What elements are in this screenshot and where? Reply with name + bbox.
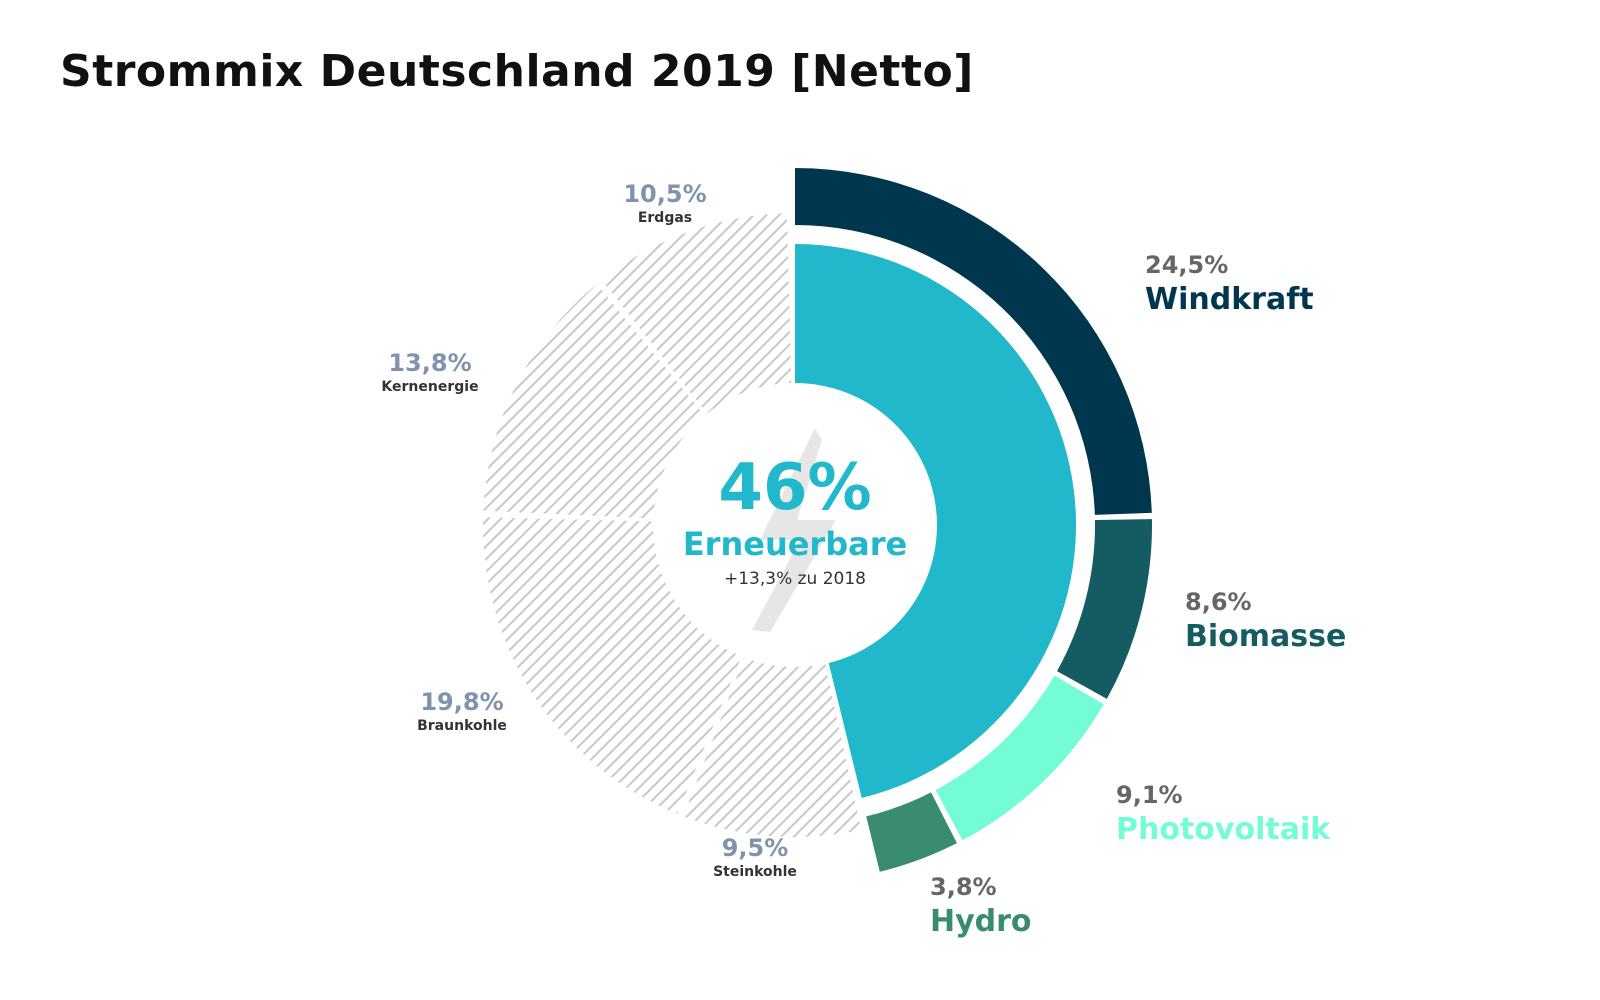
erdgas-value: 10,5% <box>623 180 707 208</box>
label-braunkohle: 19,8% Braunkohle <box>392 688 532 736</box>
slice-windkraft <box>795 168 1152 515</box>
label-steinkohle: 9,5% Steinkohle <box>685 834 825 882</box>
braunkohle-value: 19,8% <box>420 688 504 716</box>
photovoltaik-name: Photovoltaik <box>1116 812 1331 847</box>
lightning-bolt-icon <box>752 428 836 632</box>
hydro-name: Hydro <box>930 904 1032 939</box>
label-biomasse: 8,6% Biomasse <box>1185 587 1346 657</box>
braunkohle-name: Braunkohle <box>417 718 507 734</box>
windkraft-value: 24,5% <box>1145 251 1229 279</box>
label-hydro: 3,8% Hydro <box>930 872 1032 942</box>
steinkohle-value: 9,5% <box>721 834 789 862</box>
slice-kernenergie <box>483 284 705 519</box>
slice-hydro <box>866 792 957 872</box>
hydro-value: 3,8% <box>930 873 997 901</box>
biomasse-value: 8,6% <box>1185 588 1252 616</box>
renewable-change-note: +13,3% zu 2018 <box>723 569 867 589</box>
biomasse-name: Biomasse <box>1185 619 1347 654</box>
label-erdgas: 10,5% Erdgas <box>605 180 725 228</box>
kernenergie-value: 13,8% <box>388 349 472 377</box>
renewable-total-value: 46% <box>718 451 872 525</box>
erdgas-name: Erdgas <box>637 210 693 226</box>
slice-photovoltaik <box>935 675 1104 841</box>
center-summary: 46% Erneuerbare +13,3% zu 2018 <box>635 452 955 594</box>
renewable-total-label: Erneuerbare <box>682 525 908 563</box>
slice-steinkohle <box>683 657 862 837</box>
label-windkraft: 24,5% Windkraft <box>1145 250 1314 320</box>
windkraft-name: Windkraft <box>1145 282 1314 317</box>
kernenergie-name: Kernenergie <box>381 379 479 395</box>
slice-braunkohle <box>482 517 742 814</box>
slice-erneuerbare <box>795 244 1077 798</box>
chart-title: Strommix Deutschland 2019 [Netto] <box>60 46 974 97</box>
label-kernenergie: 13,8% Kernenergie <box>360 349 500 397</box>
slice-erdgas <box>601 213 792 414</box>
steinkohle-name: Steinkohle <box>713 864 797 880</box>
photovoltaik-value: 9,1% <box>1116 781 1183 809</box>
slice-biomasse <box>1057 519 1153 699</box>
label-photovoltaik: 9,1% Photovoltaik <box>1116 780 1330 850</box>
